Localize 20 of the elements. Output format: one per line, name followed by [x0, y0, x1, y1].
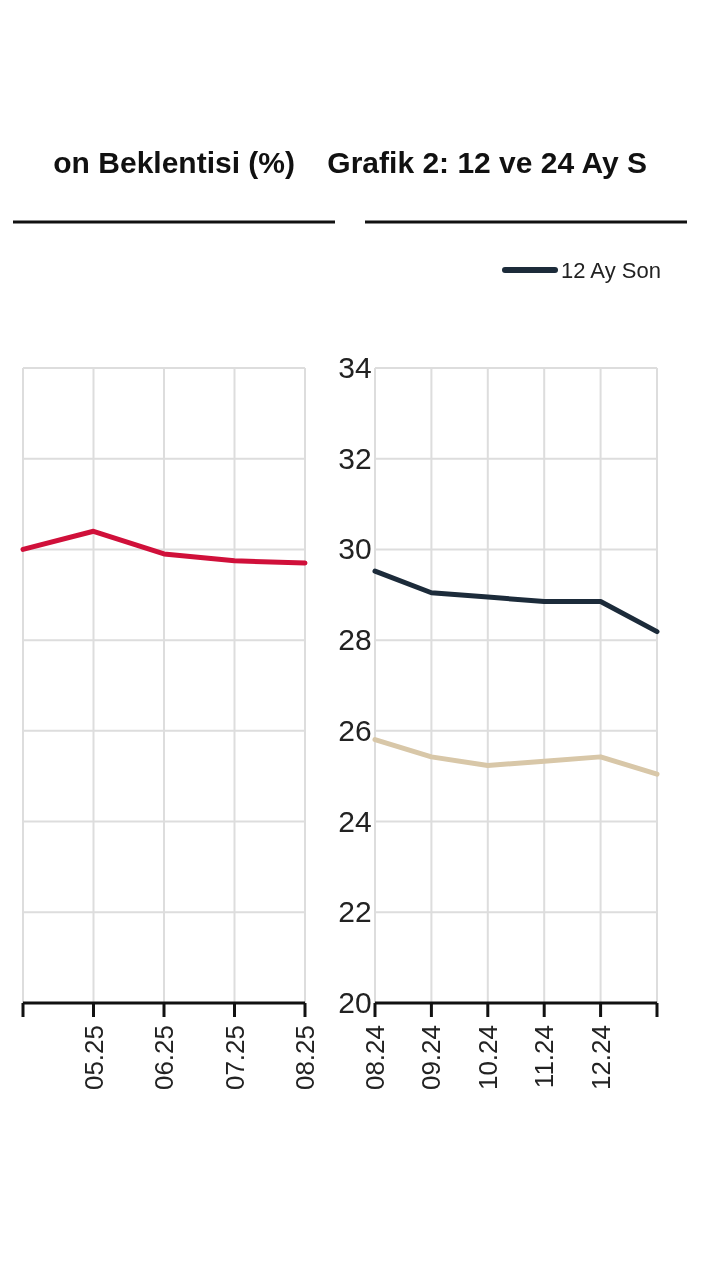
x-tick-label: 08.25	[290, 1025, 320, 1091]
y-tick-label: 28	[338, 623, 372, 657]
y-tick-label: 24	[338, 804, 372, 838]
legend-label: 12 Ay Son	[561, 258, 661, 283]
chart-title: on Beklentisi (%)	[53, 146, 295, 179]
x-tick-label: 12.24	[585, 1025, 616, 1091]
x-tick-label: 11.24	[529, 1025, 560, 1089]
y-tick-label: 34	[338, 351, 372, 384]
x-tick-label: 06.25	[149, 1025, 179, 1091]
x-tick-label: 09.24	[416, 1025, 447, 1091]
x-tick-label: 10.24	[472, 1025, 503, 1091]
x-tick-label: 07.25	[219, 1025, 250, 1091]
y-tick-label: 32	[338, 441, 372, 475]
y-tick-label: 30	[338, 532, 372, 566]
y-tick-label: 22	[338, 895, 372, 929]
x-tick-label: 08.24	[360, 1025, 390, 1091]
y-tick-label: 20	[338, 986, 372, 1019]
chart-title: Grafik 2: 12 ve 24 Ay S	[327, 146, 647, 179]
x-tick-label: 05.25	[78, 1025, 109, 1091]
y-tick-label: 26	[338, 713, 372, 747]
